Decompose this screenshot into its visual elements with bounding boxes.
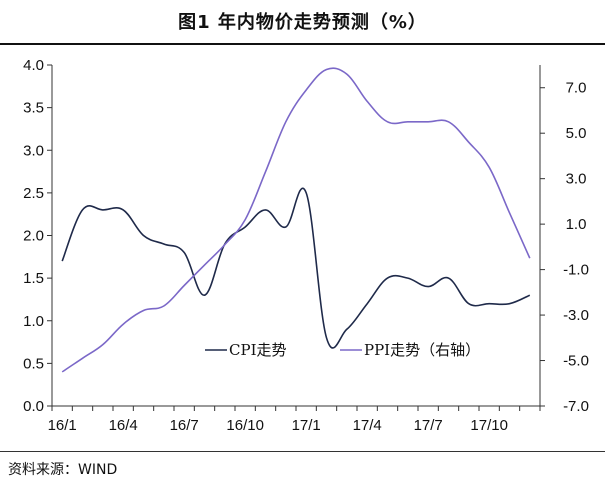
source-rule xyxy=(0,451,605,452)
chart-axes: 0.0 0.5 1.0 1.5 2.0 2.5 3.0 3.5 4.0 -7.0 -5.0 -3.0 -… xyxy=(23,57,589,434)
left-tick-label: 2.5 xyxy=(23,185,44,202)
left-tick-label: 1.0 xyxy=(23,313,44,330)
left-tick-label: 0.5 xyxy=(23,355,44,372)
left-tick-label: 1.5 xyxy=(23,270,44,287)
right-tick-label: 1.0 xyxy=(566,216,587,233)
legend-ppi-label: PPI走势（右轴） xyxy=(364,341,480,359)
right-tick-label: -7.0 xyxy=(563,398,589,415)
x-tick-label: 17/10 xyxy=(470,417,508,434)
source-note: 资料来源：WIND xyxy=(8,462,118,478)
legend-cpi-label: CPI走势 xyxy=(229,341,287,359)
right-tick-label: -3.0 xyxy=(563,307,589,324)
x-tick-label: 17/1 xyxy=(292,417,321,434)
left-tick-label: 3.5 xyxy=(23,100,44,117)
right-tick-label: -5.0 xyxy=(563,353,589,370)
ppi-series-line xyxy=(61,67,531,373)
right-tick-label: 5.0 xyxy=(566,125,587,142)
right-tick-label: 3.0 xyxy=(566,171,587,188)
x-tick-label: 17/4 xyxy=(353,417,382,434)
series-layer xyxy=(61,67,531,373)
left-tick-label: 0.0 xyxy=(23,398,44,415)
cpi-series-line xyxy=(61,187,531,349)
x-tick-label: 16/1 xyxy=(48,417,77,434)
right-tick-label: 7.0 xyxy=(566,80,587,97)
x-tick-label: 16/7 xyxy=(170,417,199,434)
right-tick-label: -1.0 xyxy=(563,262,589,279)
left-tick-label: 2.0 xyxy=(23,228,44,245)
left-tick-label: 3.0 xyxy=(23,142,44,159)
x-tick-label: 17/7 xyxy=(414,417,443,434)
left-tick-label: 4.0 xyxy=(23,57,44,74)
chart-title: 图1 年内物价走势预测（%） xyxy=(178,12,427,33)
x-tick-label: 16/4 xyxy=(109,417,138,434)
chart-legend: CPI走势 PPI走势（右轴） xyxy=(205,341,480,359)
title-rule xyxy=(0,43,605,45)
x-tick-label: 16/10 xyxy=(226,417,264,434)
line-chart: 0.0 0.5 1.0 1.5 2.0 2.5 3.0 3.5 4.0 -7.0 -5.0 -3.0 -… xyxy=(23,57,589,434)
